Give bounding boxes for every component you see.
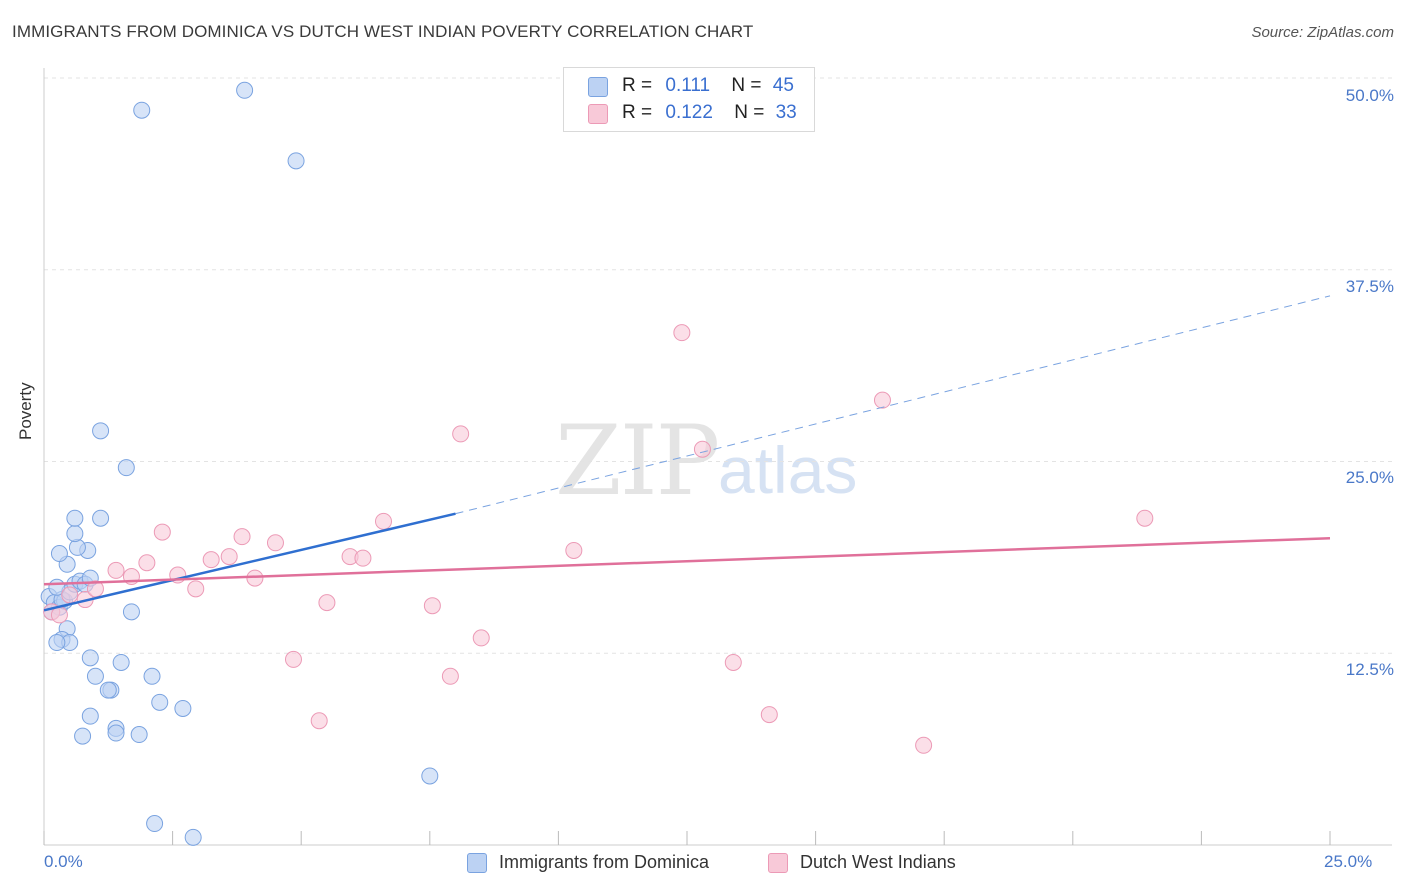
y-tick-label: 37.5%: [1345, 277, 1394, 296]
point-dutch-west-indian: [86, 580, 104, 598]
point-dominica: [48, 634, 66, 652]
point-dominica: [146, 815, 164, 833]
source-label: Source: ZipAtlas.com: [1251, 24, 1394, 41]
point-dominica: [92, 422, 110, 440]
point-dutch-west-indian: [673, 324, 691, 342]
r-label: R =: [622, 75, 653, 96]
point-dominica: [92, 509, 110, 527]
point-dominica: [112, 653, 130, 671]
point-dutch-west-indian: [1136, 509, 1154, 527]
point-dominica: [130, 726, 148, 744]
point-dominica: [421, 767, 439, 785]
point-dutch-west-indian: [441, 667, 459, 685]
blue-swatch-icon: [588, 77, 608, 97]
point-dominica: [99, 681, 117, 699]
point-dutch-west-indian: [452, 425, 470, 443]
r-label: R =: [622, 102, 653, 123]
point-dutch-west-indian: [187, 580, 205, 598]
point-dominica: [151, 693, 169, 711]
point-dutch-west-indian: [202, 551, 220, 569]
point-dominica: [81, 649, 99, 667]
point-dutch-west-indian: [284, 650, 302, 668]
r-value: 0.111: [665, 75, 711, 96]
point-dutch-west-indian: [220, 548, 238, 566]
point-dutch-west-indian: [915, 736, 933, 754]
trend-line-dominica-extension: [455, 295, 1331, 515]
point-dominica: [143, 667, 161, 685]
trend-line-dutch-west-indians: [43, 536, 1331, 586]
point-dominica: [133, 101, 151, 119]
point-dominica: [74, 727, 92, 745]
x-tick-label: 25.0%: [1324, 852, 1373, 871]
blue-swatch-icon: [467, 853, 487, 873]
point-dutch-west-indian: [472, 629, 490, 647]
point-dominica: [174, 699, 192, 717]
y-axis-label: Poverty: [16, 382, 35, 440]
point-dominica: [66, 509, 84, 527]
point-dominica: [117, 459, 135, 477]
r-value: 0.122: [665, 102, 713, 123]
legend-label: Immigrants from Dominica: [499, 852, 710, 872]
point-dominica: [68, 538, 86, 556]
point-dutch-west-indian: [760, 706, 778, 724]
legend-label: Dutch West Indians: [800, 852, 956, 872]
point-dominica: [184, 828, 202, 846]
point-dutch-west-indian: [107, 561, 125, 579]
y-tick-label: 12.5%: [1345, 660, 1394, 679]
point-dominica: [86, 667, 104, 685]
point-dutch-west-indian: [354, 549, 372, 567]
point-dutch-west-indian: [693, 440, 711, 458]
n-label: N =: [731, 75, 762, 96]
trend-line-dominica: [43, 512, 456, 612]
pink-swatch-icon: [588, 104, 608, 124]
point-dominica: [50, 545, 68, 563]
point-dominica: [66, 525, 84, 543]
point-dominica: [81, 707, 99, 725]
point-dutch-west-indian: [153, 523, 171, 541]
x-tick-label: 0.0%: [44, 852, 83, 871]
point-dutch-west-indian: [318, 594, 336, 612]
point-dutch-west-indian: [310, 712, 328, 730]
watermark-atlas: atlas: [718, 433, 858, 507]
point-dutch-west-indian: [375, 512, 393, 530]
n-value: 45: [772, 75, 794, 96]
point-dominica: [236, 81, 254, 99]
point-dutch-west-indian: [423, 597, 441, 615]
point-dutch-west-indian: [266, 534, 284, 552]
point-dutch-west-indian: [873, 391, 891, 409]
point-dutch-west-indian: [724, 653, 742, 671]
point-dutch-west-indian: [138, 554, 156, 572]
point-dutch-west-indian: [61, 586, 79, 604]
point-dutch-west-indian: [565, 541, 583, 559]
y-tick-label: 25.0%: [1345, 468, 1394, 487]
y-tick-label: 50.0%: [1345, 86, 1394, 105]
n-label: N =: [734, 102, 765, 123]
n-value: 33: [775, 102, 797, 123]
chart-title: IMMIGRANTS FROM DOMINICA VS DUTCH WEST I…: [12, 22, 754, 41]
point-dutch-west-indian: [50, 606, 68, 624]
stats-legend: R = 0.111 N = 45 R = 0.122 N = 33: [563, 67, 815, 132]
point-dominica: [107, 724, 125, 742]
point-dominica: [287, 152, 305, 170]
point-dominica: [122, 603, 140, 621]
pink-swatch-icon: [768, 853, 788, 873]
point-dutch-west-indian: [233, 528, 251, 546]
